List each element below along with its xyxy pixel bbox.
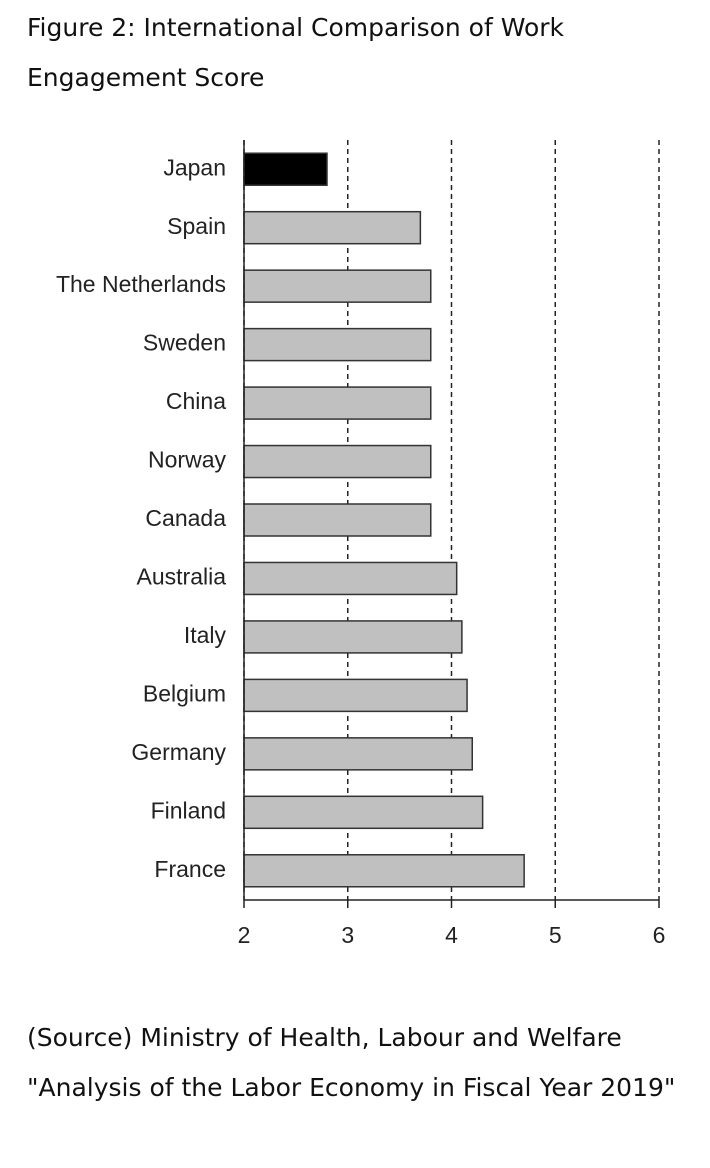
bar <box>243 210 422 245</box>
bar <box>243 386 432 420</box>
x-tick-label: 6 <box>653 922 666 948</box>
y-tick-label: Belgium <box>143 680 226 706</box>
bar <box>243 737 473 771</box>
y-tick-label: Spain <box>167 213 226 239</box>
x-tick-label: 5 <box>549 922 562 948</box>
bar <box>243 327 432 362</box>
x-tick-label: 3 <box>341 922 354 948</box>
source-note: (Source) Ministry of Health, Labour and … <box>27 1023 676 1102</box>
y-tick-label: Italy <box>184 622 227 648</box>
bar <box>243 795 484 830</box>
y-tick-label: Australia <box>137 564 227 590</box>
y-tick-label: France <box>154 856 226 882</box>
x-tick-label: 4 <box>445 922 458 948</box>
bar <box>243 561 458 596</box>
bar <box>243 854 525 888</box>
bar <box>243 503 432 537</box>
bar <box>243 444 432 479</box>
chart: 2 3 4 5 6 Japan Spain The Netherlands Sweden Chin… <box>56 140 666 948</box>
y-tick-label: Japan <box>163 154 226 180</box>
bar <box>243 678 468 713</box>
bar <box>243 152 328 186</box>
y-tick-label: Canada <box>145 505 226 531</box>
y-tick-label: The Netherlands <box>56 271 226 297</box>
y-tick-label: Norway <box>148 447 226 473</box>
bar <box>243 620 463 654</box>
y-tick-label: Sweden <box>143 330 226 356</box>
y-tick-label: Finland <box>151 797 226 823</box>
chart-title: Figure 2: International Comparison of Wo… <box>27 13 565 92</box>
x-tick-label: 2 <box>238 922 251 948</box>
bar <box>243 269 432 303</box>
y-tick-label: China <box>166 388 226 414</box>
y-tick-label: Germany <box>131 739 226 765</box>
